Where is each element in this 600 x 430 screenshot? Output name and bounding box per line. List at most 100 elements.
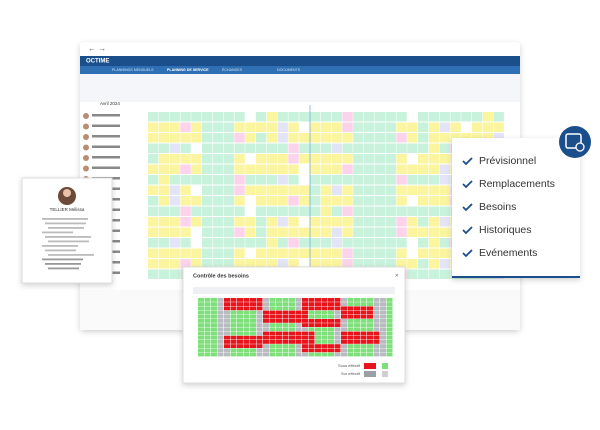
planning-cell [266,217,278,227]
planning-cell [223,217,234,227]
heat-cell [367,327,373,332]
planning-cell [472,133,483,143]
planning-cell [428,248,440,258]
planning-cell [191,238,202,248]
planning-cell [266,175,278,185]
heat-cell [380,348,386,353]
planning-cell [212,227,224,237]
heat-cell [386,310,393,315]
planning-cell [212,164,224,174]
heat-cell [321,319,328,323]
planning-cell [288,227,299,237]
heat-cell [217,340,224,344]
heat-cell [341,352,347,357]
heat-cell [263,340,269,344]
planning-cell [396,143,407,153]
heat-cell [328,310,334,315]
heat-cell [198,302,204,306]
heat-cell [256,335,263,340]
heat-cell [328,323,334,327]
planning-cell [331,196,342,206]
heat-cell [289,344,295,348]
planning-cell [212,112,224,122]
heat-cell [295,302,302,306]
planning-cell [428,164,440,174]
planning-cell [353,143,364,153]
planning-cell [461,122,472,132]
planning-cell [202,206,213,216]
planning-cell [364,196,375,206]
planning-cell [418,175,429,185]
modal-close[interactable]: × [395,274,399,280]
planning-cell [191,185,202,195]
planning-cell [223,122,234,132]
planning-cell [310,133,321,143]
heat-cell [224,319,230,323]
planning-cell [353,154,364,164]
heat-cell [224,348,230,353]
planning-cell [288,154,299,164]
heat-cell [373,306,380,311]
heat-cell [243,323,250,327]
heat-cell [269,344,276,348]
planning-cell [299,185,310,195]
heat-cell [341,323,347,327]
heat-cell [243,331,250,336]
planning-cell [169,227,180,237]
planning-cell [310,196,321,206]
heat-cell [230,314,237,319]
planning-cell [364,227,375,237]
heat-cell [334,340,341,344]
heat-cell [302,340,308,344]
planning-cell [418,185,429,195]
heat-cell [315,306,321,311]
heat-cell [295,314,302,319]
planning-cell [148,164,159,174]
heat-cell [256,327,263,332]
planning-cell [353,217,364,227]
heat-cell [237,335,243,340]
heat-cell [334,302,341,306]
heat-cell [373,327,380,332]
nav-bar [80,66,520,74]
planning-cell [407,248,418,258]
planning-cell [299,133,310,143]
planning-cell [385,206,396,216]
heat-cell [315,352,321,357]
heat-cell [289,302,295,306]
employee-avatar [83,144,89,151]
heat-cell [386,352,393,357]
heat-cell [360,348,367,353]
planning-cell [169,238,180,248]
heat-cell [243,314,250,319]
planning-cell [418,196,429,206]
heat-cell [276,323,282,327]
heat-cell [347,335,354,340]
planning-cell [320,206,332,216]
planning-cell [353,185,364,195]
heat-cell [315,344,321,348]
planning-cell [450,133,461,143]
heat-cell [198,323,204,327]
planning-cell [256,175,267,185]
heat-cell [321,314,328,319]
nav-item: PLANNINGS MENSUELS [112,68,154,72]
check-icon [462,249,473,258]
planning-cell [288,185,299,195]
planning-cell [299,196,310,206]
nav-back[interactable]: ← → [88,44,106,53]
heat-cell [269,323,276,327]
heat-cell [341,340,347,344]
planning-cell [223,154,234,164]
planning-cell [202,185,213,195]
planning-cell [266,154,278,164]
planning-cell [169,133,180,143]
heat-cell [250,327,256,332]
heat-cell [243,310,250,315]
planning-cell [191,164,202,174]
planning-cell [320,133,332,143]
heat-cell [295,306,302,311]
planning-cell [234,248,245,258]
heat-cell [308,344,315,348]
heat-cell [282,323,289,327]
